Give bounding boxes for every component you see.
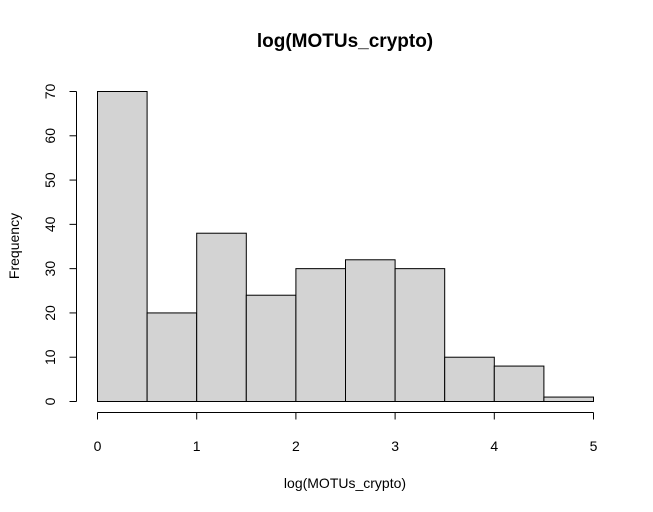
- y-tick-label: 10: [42, 349, 58, 365]
- histogram-bar-2: [196, 232, 247, 402]
- chart-title: log(MOTUs_crypto): [257, 31, 433, 52]
- histogram-bar-5: [345, 259, 396, 402]
- x-tick-label: 2: [292, 438, 300, 454]
- bars-group: [97, 91, 595, 403]
- x-tick-label: 0: [94, 438, 102, 454]
- y-tick-label: 70: [42, 84, 58, 100]
- histogram-bar-0: [97, 91, 148, 402]
- histogram-bar-8: [493, 365, 545, 403]
- y-tick-label: 60: [42, 128, 58, 144]
- histogram-bar-4: [295, 268, 346, 402]
- histogram-bar-1: [146, 312, 198, 402]
- histogram-bar-9: [543, 396, 595, 403]
- y-tick-label: 50: [42, 172, 58, 188]
- y-tick-label: 30: [42, 261, 58, 277]
- y-axis: 0 10 20 30 40 50 60 70: [42, 84, 77, 405]
- histogram-bar-3: [245, 294, 297, 403]
- y-tick-label: 20: [42, 305, 58, 321]
- y-axis-label: Frequency: [6, 213, 22, 279]
- histogram-bar-7: [444, 356, 495, 403]
- x-tick-label: 3: [391, 438, 399, 454]
- x-tick-label: 5: [590, 438, 598, 454]
- y-tick-label: 0: [42, 397, 58, 405]
- x-tick-label: 4: [490, 438, 498, 454]
- x-axis: 0 1 2 3 4 5: [94, 412, 598, 454]
- y-tick-label: 40: [42, 216, 58, 232]
- histogram-bar-6: [394, 268, 446, 402]
- x-axis-label: log(MOTUs_crypto): [284, 475, 406, 491]
- x-tick-label: 1: [193, 438, 201, 454]
